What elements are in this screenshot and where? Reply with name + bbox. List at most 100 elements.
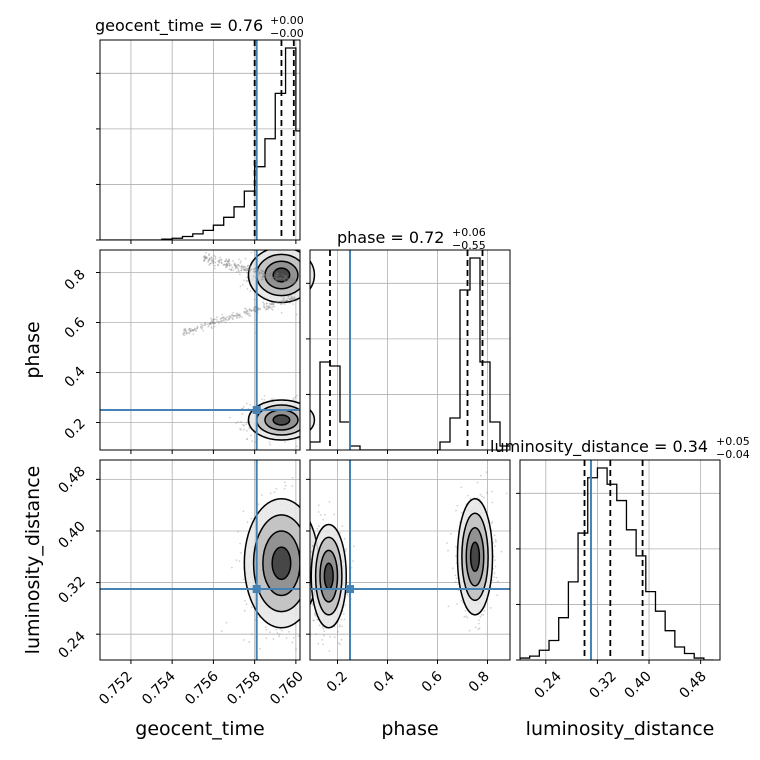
scatter-point [225,266,228,269]
scatter-point [213,322,216,325]
scatter-point [191,329,194,332]
truth-marker [346,585,354,594]
scatter-point [456,504,459,507]
scatter-point [252,275,255,278]
scatter-point [493,572,496,575]
scatter-point [228,263,231,265]
scatter-point [211,259,214,262]
scatter-point [261,398,263,401]
xlabel-geocent-time: geocent_time [135,718,264,740]
scatter-point [242,405,245,408]
scatter-point [280,303,282,306]
scatter-point [216,321,218,323]
scatter-point [260,494,263,496]
scatter-point [469,497,472,500]
scatter-point [211,322,214,325]
scatter-point [228,268,231,270]
scatter-point [245,280,248,283]
scatter-point [185,330,188,333]
scatter-point [250,633,253,635]
scatter-point [262,275,265,278]
scatter-point [259,272,261,275]
scatter-point [246,279,248,282]
scatter-point [275,276,277,279]
scatter-point [259,308,261,311]
scatter-point [260,278,263,281]
scatter-point [247,268,250,271]
scatter-point [287,295,290,298]
scatter-point [221,316,224,319]
scatter-point [293,298,296,301]
scatter-point [204,256,207,259]
title-luminosity-distance-minus: −0.04 [716,448,750,461]
scatter-point [321,638,323,641]
scatter-point [235,265,237,268]
scatter-point [231,317,234,320]
scatter-point [275,280,278,282]
scatter-point [210,320,213,323]
scatter-point [291,641,294,644]
scatter-point [211,320,214,322]
scatter-point [283,280,286,283]
scatter-point [261,269,263,272]
scatter-point [269,273,271,276]
scatter-point [214,256,217,258]
scatter-point [246,268,249,271]
scatter-point [188,327,191,330]
scatter-point [284,481,286,484]
scatter-point [237,314,240,316]
histogram-phase [309,257,511,451]
scatter-point [491,501,494,504]
scatter-point [252,308,255,311]
scatter-point [200,327,203,330]
scatter-point [345,548,348,551]
scatter-point [268,273,271,276]
scatter-point [276,301,279,304]
scatter-point [183,332,186,334]
scatter-point [208,324,210,327]
scatter-point [246,421,249,424]
scatter-point [203,259,206,261]
scatter-point [277,302,280,304]
scatter-point [329,635,331,638]
scatter-point [250,268,253,271]
scatter-point [500,550,503,553]
scatter-point [292,277,295,280]
scatter-point [282,301,284,304]
scatter-point [265,307,268,310]
scatter-point [248,308,251,310]
scatter-point [455,555,457,557]
scatter-point [291,485,294,487]
scatter-point [251,309,253,312]
scatter-point [236,314,239,317]
scatter-point [214,261,217,264]
scatter-point [258,647,261,650]
scatter-point [232,269,235,271]
scatter-point [220,630,223,633]
scatter-point [228,264,231,267]
scatter-point [311,602,313,604]
scatter-point [262,275,265,278]
xlabel-phase: phase [381,718,438,740]
scatter-point [228,259,231,262]
scatter-point [249,265,252,268]
scatter-point [248,427,251,430]
scatter-point [265,305,268,307]
scatter-point [340,619,343,621]
scatter-point [235,271,238,273]
scatter-point [210,256,213,259]
scatter-point [183,329,185,332]
scatter-point [235,422,237,424]
scatter-point [454,581,457,583]
scatter-point [240,269,243,272]
scatter-point [235,266,238,269]
scatter-point [280,311,283,314]
scatter-point [270,302,273,305]
scatter-point [455,509,457,512]
scatter-point [261,278,264,281]
scatter-point [494,565,497,568]
scatter-point [239,273,241,276]
scatter-point [263,273,266,276]
scatter-point [285,277,288,279]
scatter-point [273,491,276,493]
